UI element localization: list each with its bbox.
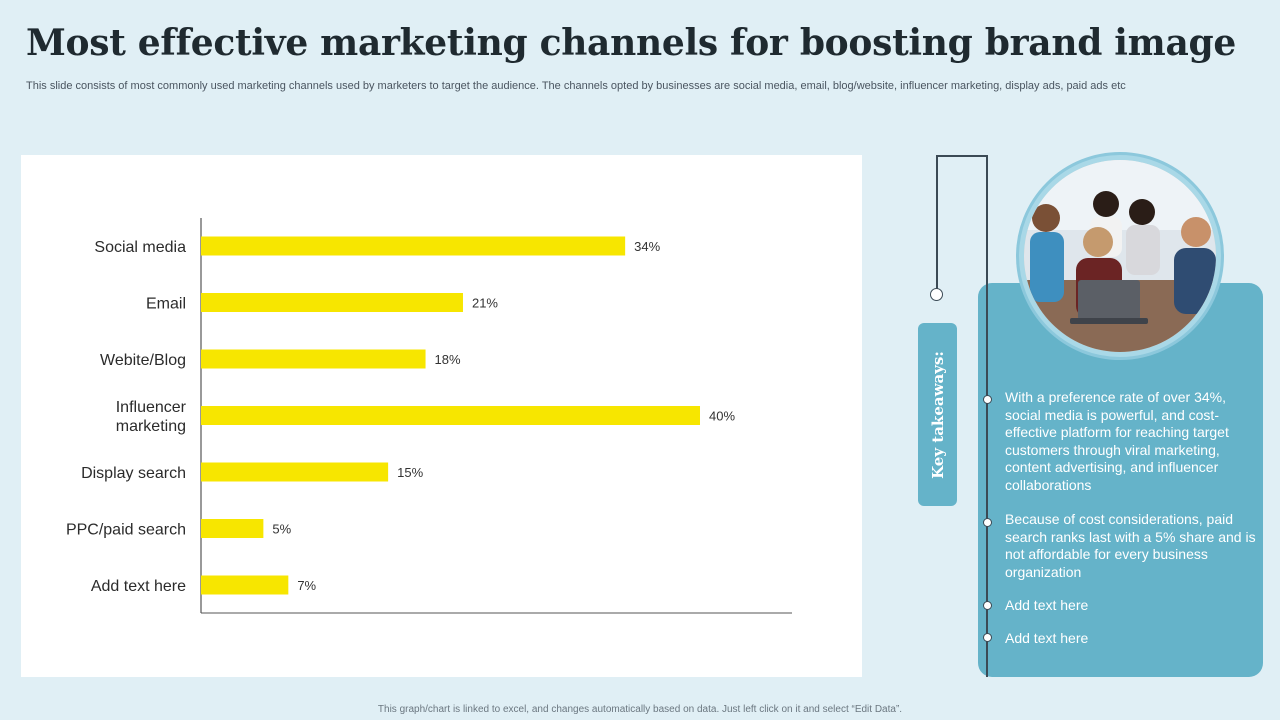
category-label-6: PPC/paid search [66,522,186,539]
value-label-1: 34% [634,239,660,254]
value-label-5: 15% [397,465,423,480]
connector-dot [930,288,943,301]
bar-1[interactable] [201,236,626,256]
bar-5[interactable] [201,462,389,482]
team-photo-illustration [1024,160,1216,352]
key-takeaways-tab: Key takeaways: [918,323,957,506]
value-label-7: 7% [297,578,316,593]
connector-line-card [986,283,988,677]
category-label-2: Email [146,296,186,313]
takeaway-item-2: Because of cost considerations, paid sea… [1005,511,1256,580]
bar-7[interactable] [201,575,289,595]
value-label-6: 5% [272,522,291,537]
chart-panel: 34% Social media 21% Email 18% Webite/Blog 40%… [21,155,862,677]
bullet-dot-2 [983,518,992,527]
bar-chart[interactable]: 34% Social media 21% Email 18% Webite/Blog 40%… [21,155,862,677]
category-label-4: Influencer marketing [116,399,187,435]
page-subtitle: This slide consists of most commonly use… [26,80,1126,92]
team-photo [1024,160,1216,352]
bullet-dot-1 [983,395,992,404]
bar-4[interactable] [201,406,700,425]
page-title: Most effective marketing channels for bo… [26,22,1236,64]
bar-6[interactable] [201,519,264,538]
takeaway-item-1: With a preference rate of over 34%, soci… [1005,389,1229,493]
category-label-5: Display search [81,465,186,482]
takeaway-item-3: Add text here [1005,597,1089,613]
connector-line-top [936,155,987,157]
takeaway-item-4: Add text here [1005,630,1089,646]
footer-note: This graph/chart is linked to excel, and… [377,704,903,715]
value-label-4: 40% [709,409,735,424]
bullet-dot-3 [983,601,992,610]
bar-3[interactable] [201,349,426,369]
category-label-3: Webite/Blog [100,352,186,369]
bar-2[interactable] [201,293,463,312]
category-label-1: Social media [94,239,186,256]
category-label-7: Add text here [91,578,186,595]
connector-line-left [936,155,938,289]
value-label-2: 21% [472,296,498,311]
key-takeaways-label: Key takeaways: [928,350,947,479]
bullet-dot-4 [983,633,992,642]
value-label-3: 18% [435,352,461,367]
